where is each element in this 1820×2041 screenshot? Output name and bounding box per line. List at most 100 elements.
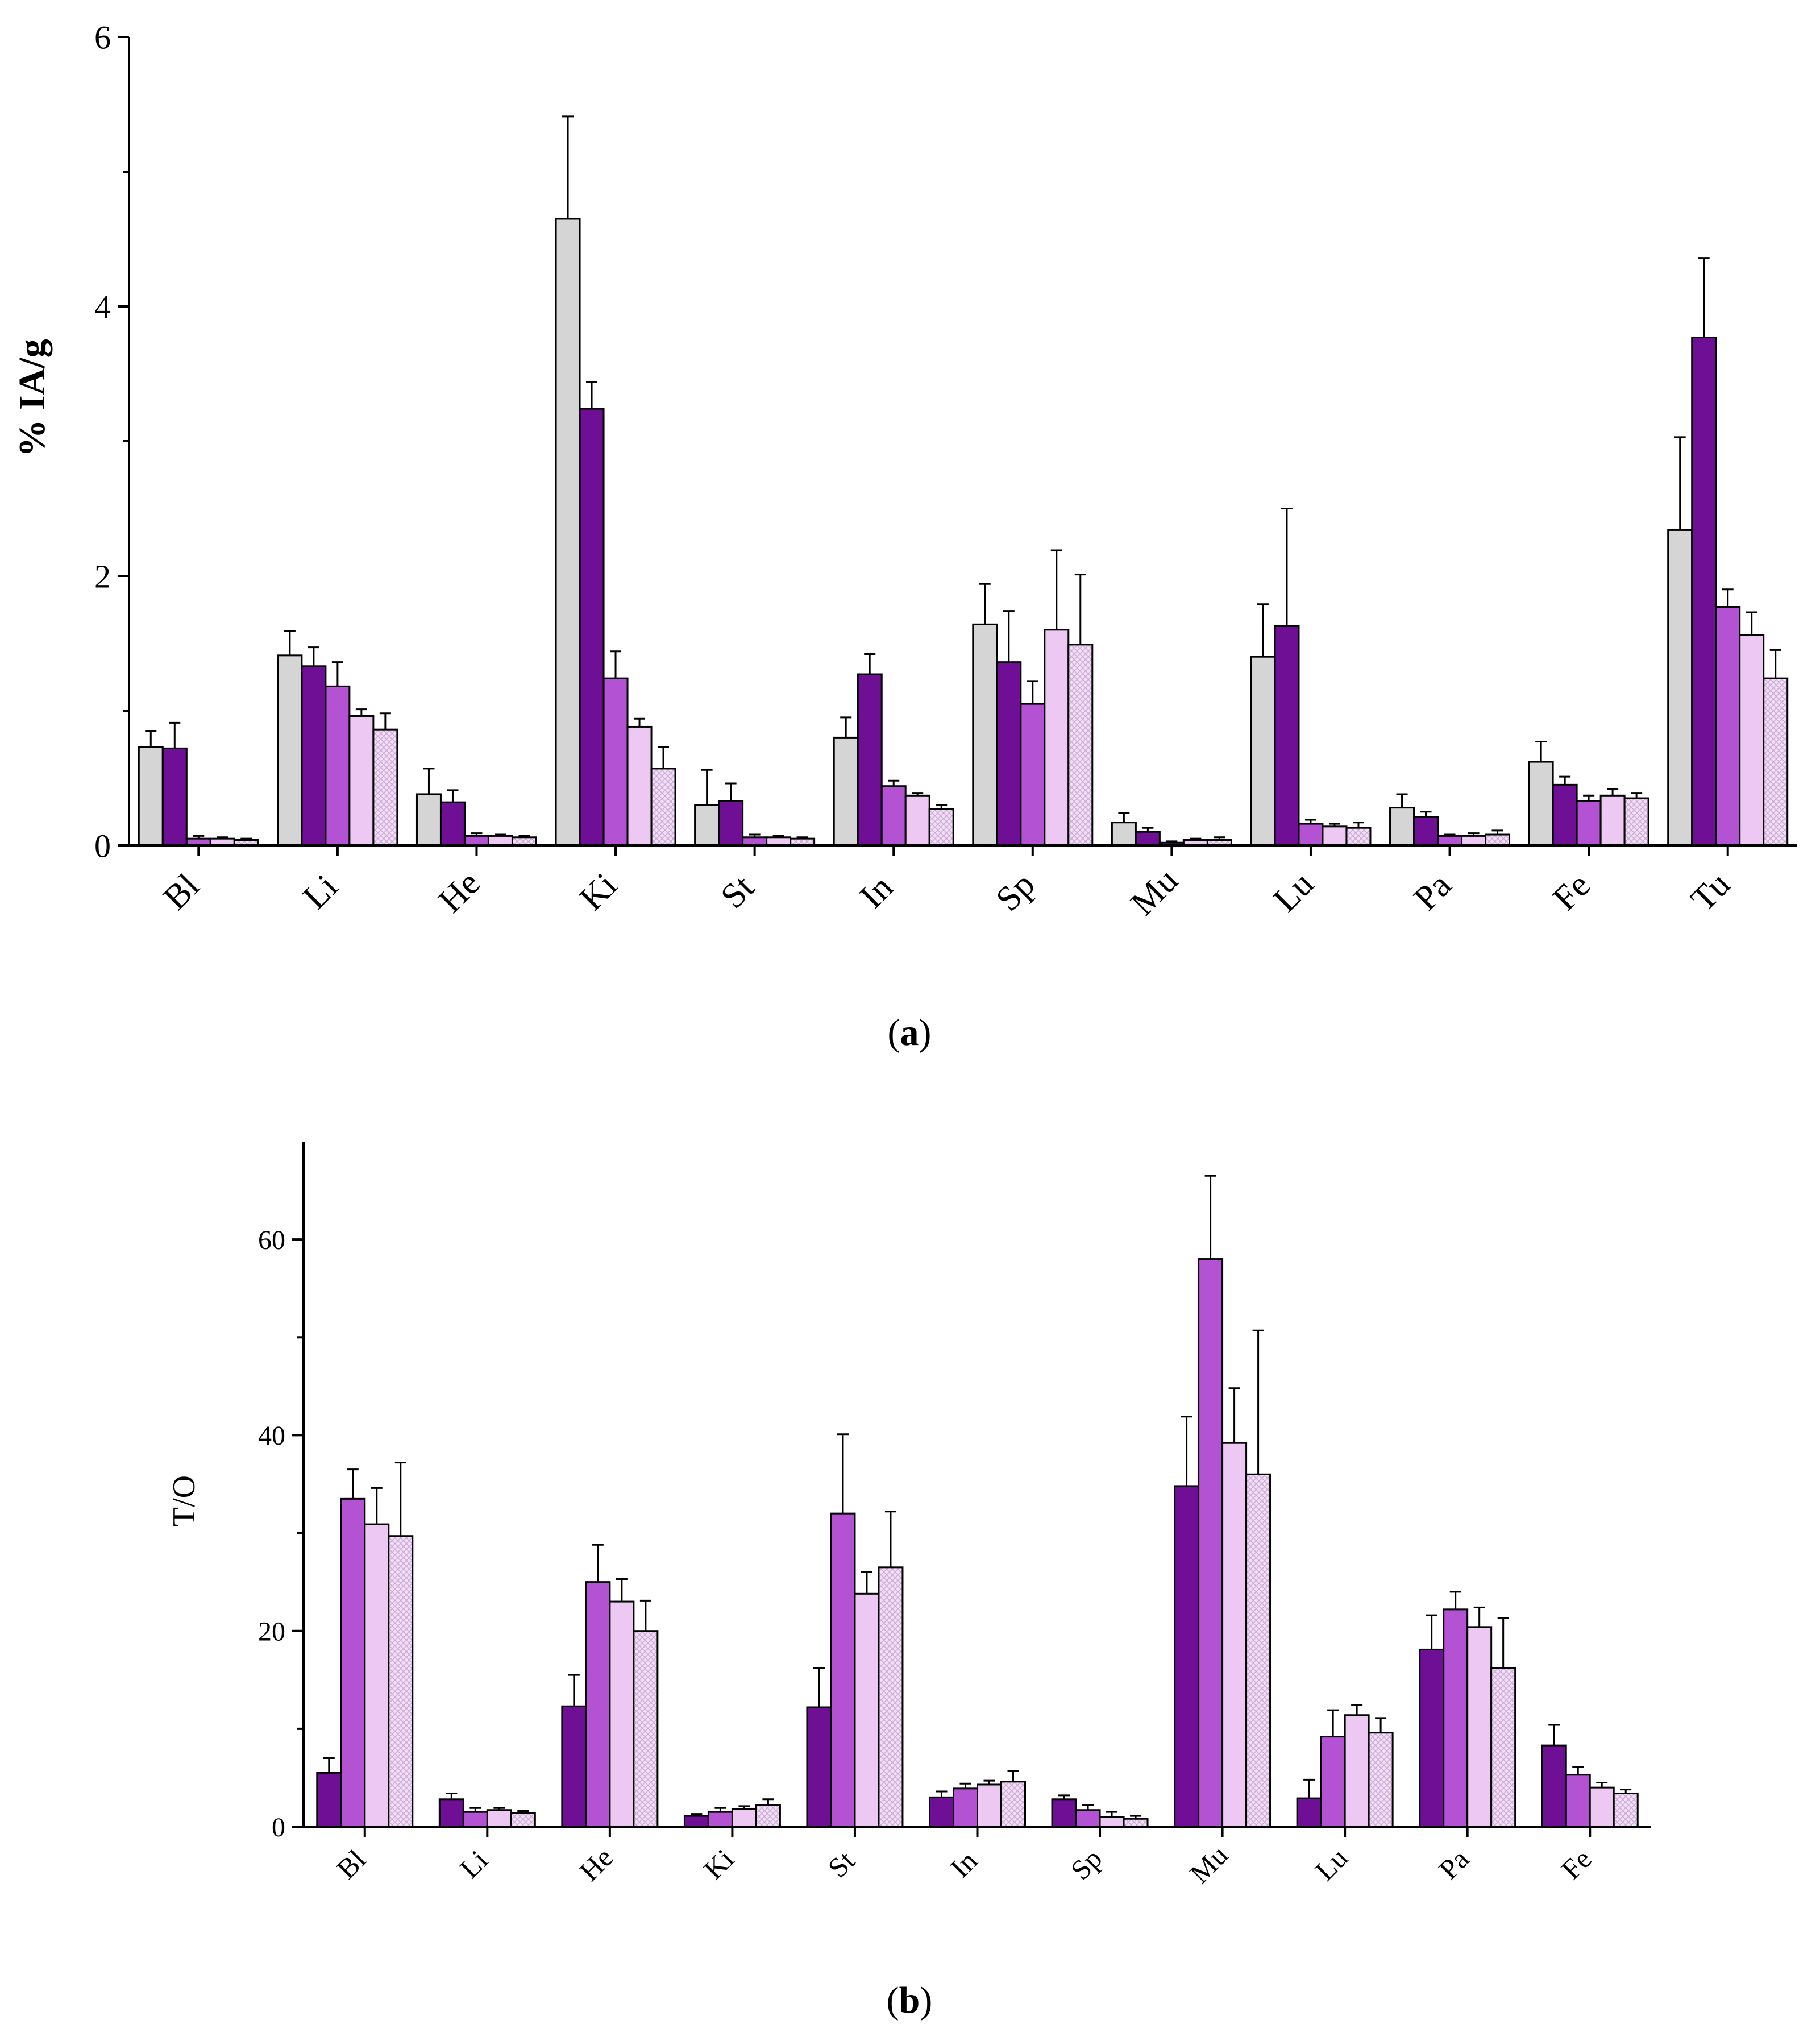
a-bar-in-s2	[857, 673, 883, 847]
a-category-label: Lu	[1266, 864, 1321, 919]
a-bar-li-s3	[325, 685, 351, 847]
a-bar-fe-s2	[1552, 783, 1578, 847]
a-bar-li-s5	[372, 728, 398, 847]
b-bar-li-s1	[438, 1798, 464, 1828]
b-bar-in-s2	[953, 1787, 978, 1828]
b-category-label: Pa	[1432, 1843, 1475, 1886]
chart-panel-a: 0 2 4 6 Bl Li He Ki St In Sp Mu Lu Pa Fe Tu % IA/g (a)	[11, 19, 1797, 1053]
a-bar-lu-s4	[1322, 825, 1348, 847]
a-bar-in-s5	[928, 808, 954, 847]
a-bar-mu-s2	[1135, 831, 1161, 847]
a-y-tick-label: 2	[94, 558, 111, 595]
b-category-label: Lu	[1309, 1842, 1354, 1887]
b-category-label: Mu	[1183, 1839, 1234, 1890]
chart-a-y-axis-label: % IA/g	[11, 339, 53, 457]
b-category-label: He	[573, 1841, 619, 1887]
a-bar-he-s4	[487, 835, 513, 847]
b-bar-ki-s1	[683, 1815, 709, 1828]
a-y-tick-label: 0	[94, 827, 111, 864]
b-bar-pa-s4	[1490, 1667, 1516, 1828]
a-bar-in-s3	[880, 785, 907, 847]
chart-b-y-axis-label: T/O	[167, 1475, 202, 1526]
a-category-label: Tu	[1684, 865, 1738, 919]
chart-b-marks	[316, 1175, 1639, 1828]
b-bar-pa-s2	[1443, 1608, 1469, 1828]
b-bar-mu-s1	[1174, 1485, 1200, 1828]
b-category-label: In	[944, 1844, 983, 1884]
b-y-tick-label: 0	[272, 1812, 285, 1843]
b-bar-pa-s1	[1419, 1648, 1445, 1828]
a-category-label: Li	[296, 867, 345, 916]
a-bar-lu-s5	[1345, 827, 1372, 847]
chart-b-y-ticks: 0 20 40 60	[258, 1225, 304, 1843]
b-bar-sp-s4	[1123, 1818, 1149, 1828]
a-bar-li-s4	[348, 715, 375, 847]
b-category-label: Sp	[1065, 1843, 1108, 1886]
b-bar-lu-s1	[1296, 1797, 1322, 1828]
a-category-label: In	[853, 868, 901, 916]
b-category-label: Fe	[1555, 1843, 1598, 1886]
a-y-tick-label: 6	[94, 19, 111, 56]
b-bar-in-s1	[929, 1796, 954, 1828]
b-bar-lu-s4	[1368, 1732, 1394, 1828]
b-bar-he-s4	[633, 1630, 659, 1828]
a-bar-sp-s3	[1020, 703, 1046, 847]
b-bar-li-s4	[510, 1812, 536, 1828]
chart-a-y-ticks: 0 2 4 6	[94, 19, 129, 864]
chart-b-panel-caption: (b)	[887, 1980, 933, 2021]
a-bar-fe-s5	[1623, 797, 1649, 847]
a-bar-st-s4	[766, 836, 792, 847]
a-category-label: Ki	[572, 866, 625, 918]
a-bar-sp-s5	[1067, 644, 1094, 847]
b-bar-st-s3	[854, 1592, 880, 1828]
a-bar-ki-s5	[650, 768, 676, 847]
b-category-label: Li	[454, 1844, 494, 1884]
b-bar-lu-s3	[1344, 1714, 1370, 1828]
a-category-label: Bl	[156, 866, 207, 918]
b-bar-bl-s4	[388, 1535, 414, 1828]
a-bar-tu-s2	[1691, 337, 1717, 847]
a-bar-ki-s3	[602, 677, 629, 847]
a-bar-li-s2	[301, 665, 327, 847]
a-bar-tu-s3	[1715, 606, 1741, 847]
a-bar-pa-s1	[1389, 807, 1415, 847]
a-bar-in-s1	[833, 736, 859, 847]
b-y-tick-label: 20	[258, 1617, 285, 1647]
b-bar-st-s1	[806, 1706, 832, 1828]
a-category-label: Mu	[1124, 861, 1186, 923]
a-category-label: Fe	[1545, 866, 1598, 918]
a-bar-st-s3	[742, 836, 768, 847]
b-category-label: St	[821, 1844, 861, 1884]
chart-b-panel-letter: b	[899, 1980, 920, 2021]
b-y-tick-label: 40	[258, 1421, 285, 1451]
a-bar-in-s4	[904, 794, 930, 847]
a-bar-tu-s5	[1763, 677, 1789, 847]
b-bar-pa-s3	[1466, 1626, 1493, 1828]
a-category-label: He	[431, 864, 488, 920]
a-bar-pa-s4	[1461, 835, 1487, 847]
a-bar-ki-s1	[555, 218, 581, 847]
b-bar-fe-s3	[1589, 1786, 1615, 1828]
a-bar-li-s1	[277, 654, 303, 847]
a-bar-lu-s3	[1298, 823, 1324, 847]
b-bar-mu-s2	[1198, 1258, 1224, 1828]
a-bar-fe-s4	[1599, 794, 1626, 847]
chart-a-panel-letter: a	[900, 1012, 919, 1053]
a-bar-he-s2	[439, 801, 466, 847]
b-bar-he-s1	[561, 1705, 587, 1828]
chart-a-marks	[138, 115, 1789, 847]
a-category-label: Sp	[988, 865, 1042, 919]
a-bar-sp-s1	[972, 623, 998, 847]
b-bar-lu-s2	[1320, 1736, 1346, 1828]
b-bar-he-s3	[609, 1600, 635, 1828]
a-bar-ki-s2	[579, 408, 605, 847]
a-bar-tu-s4	[1739, 634, 1765, 847]
chart-b-x-ticks: Bl Li He Ki St In Sp Mu Lu Pa Fe	[330, 1827, 1598, 1890]
chart-panel-b: 0 20 40 60 Bl Li He Ki St In Sp Mu Lu Pa Fe T/O (b)	[167, 1142, 1651, 2021]
a-bar-tu-s1	[1667, 529, 1693, 847]
b-y-tick-label: 60	[258, 1225, 285, 1255]
b-bar-sp-s1	[1051, 1798, 1077, 1828]
a-category-label: St	[713, 868, 762, 916]
a-bar-mu-s1	[1111, 822, 1137, 847]
